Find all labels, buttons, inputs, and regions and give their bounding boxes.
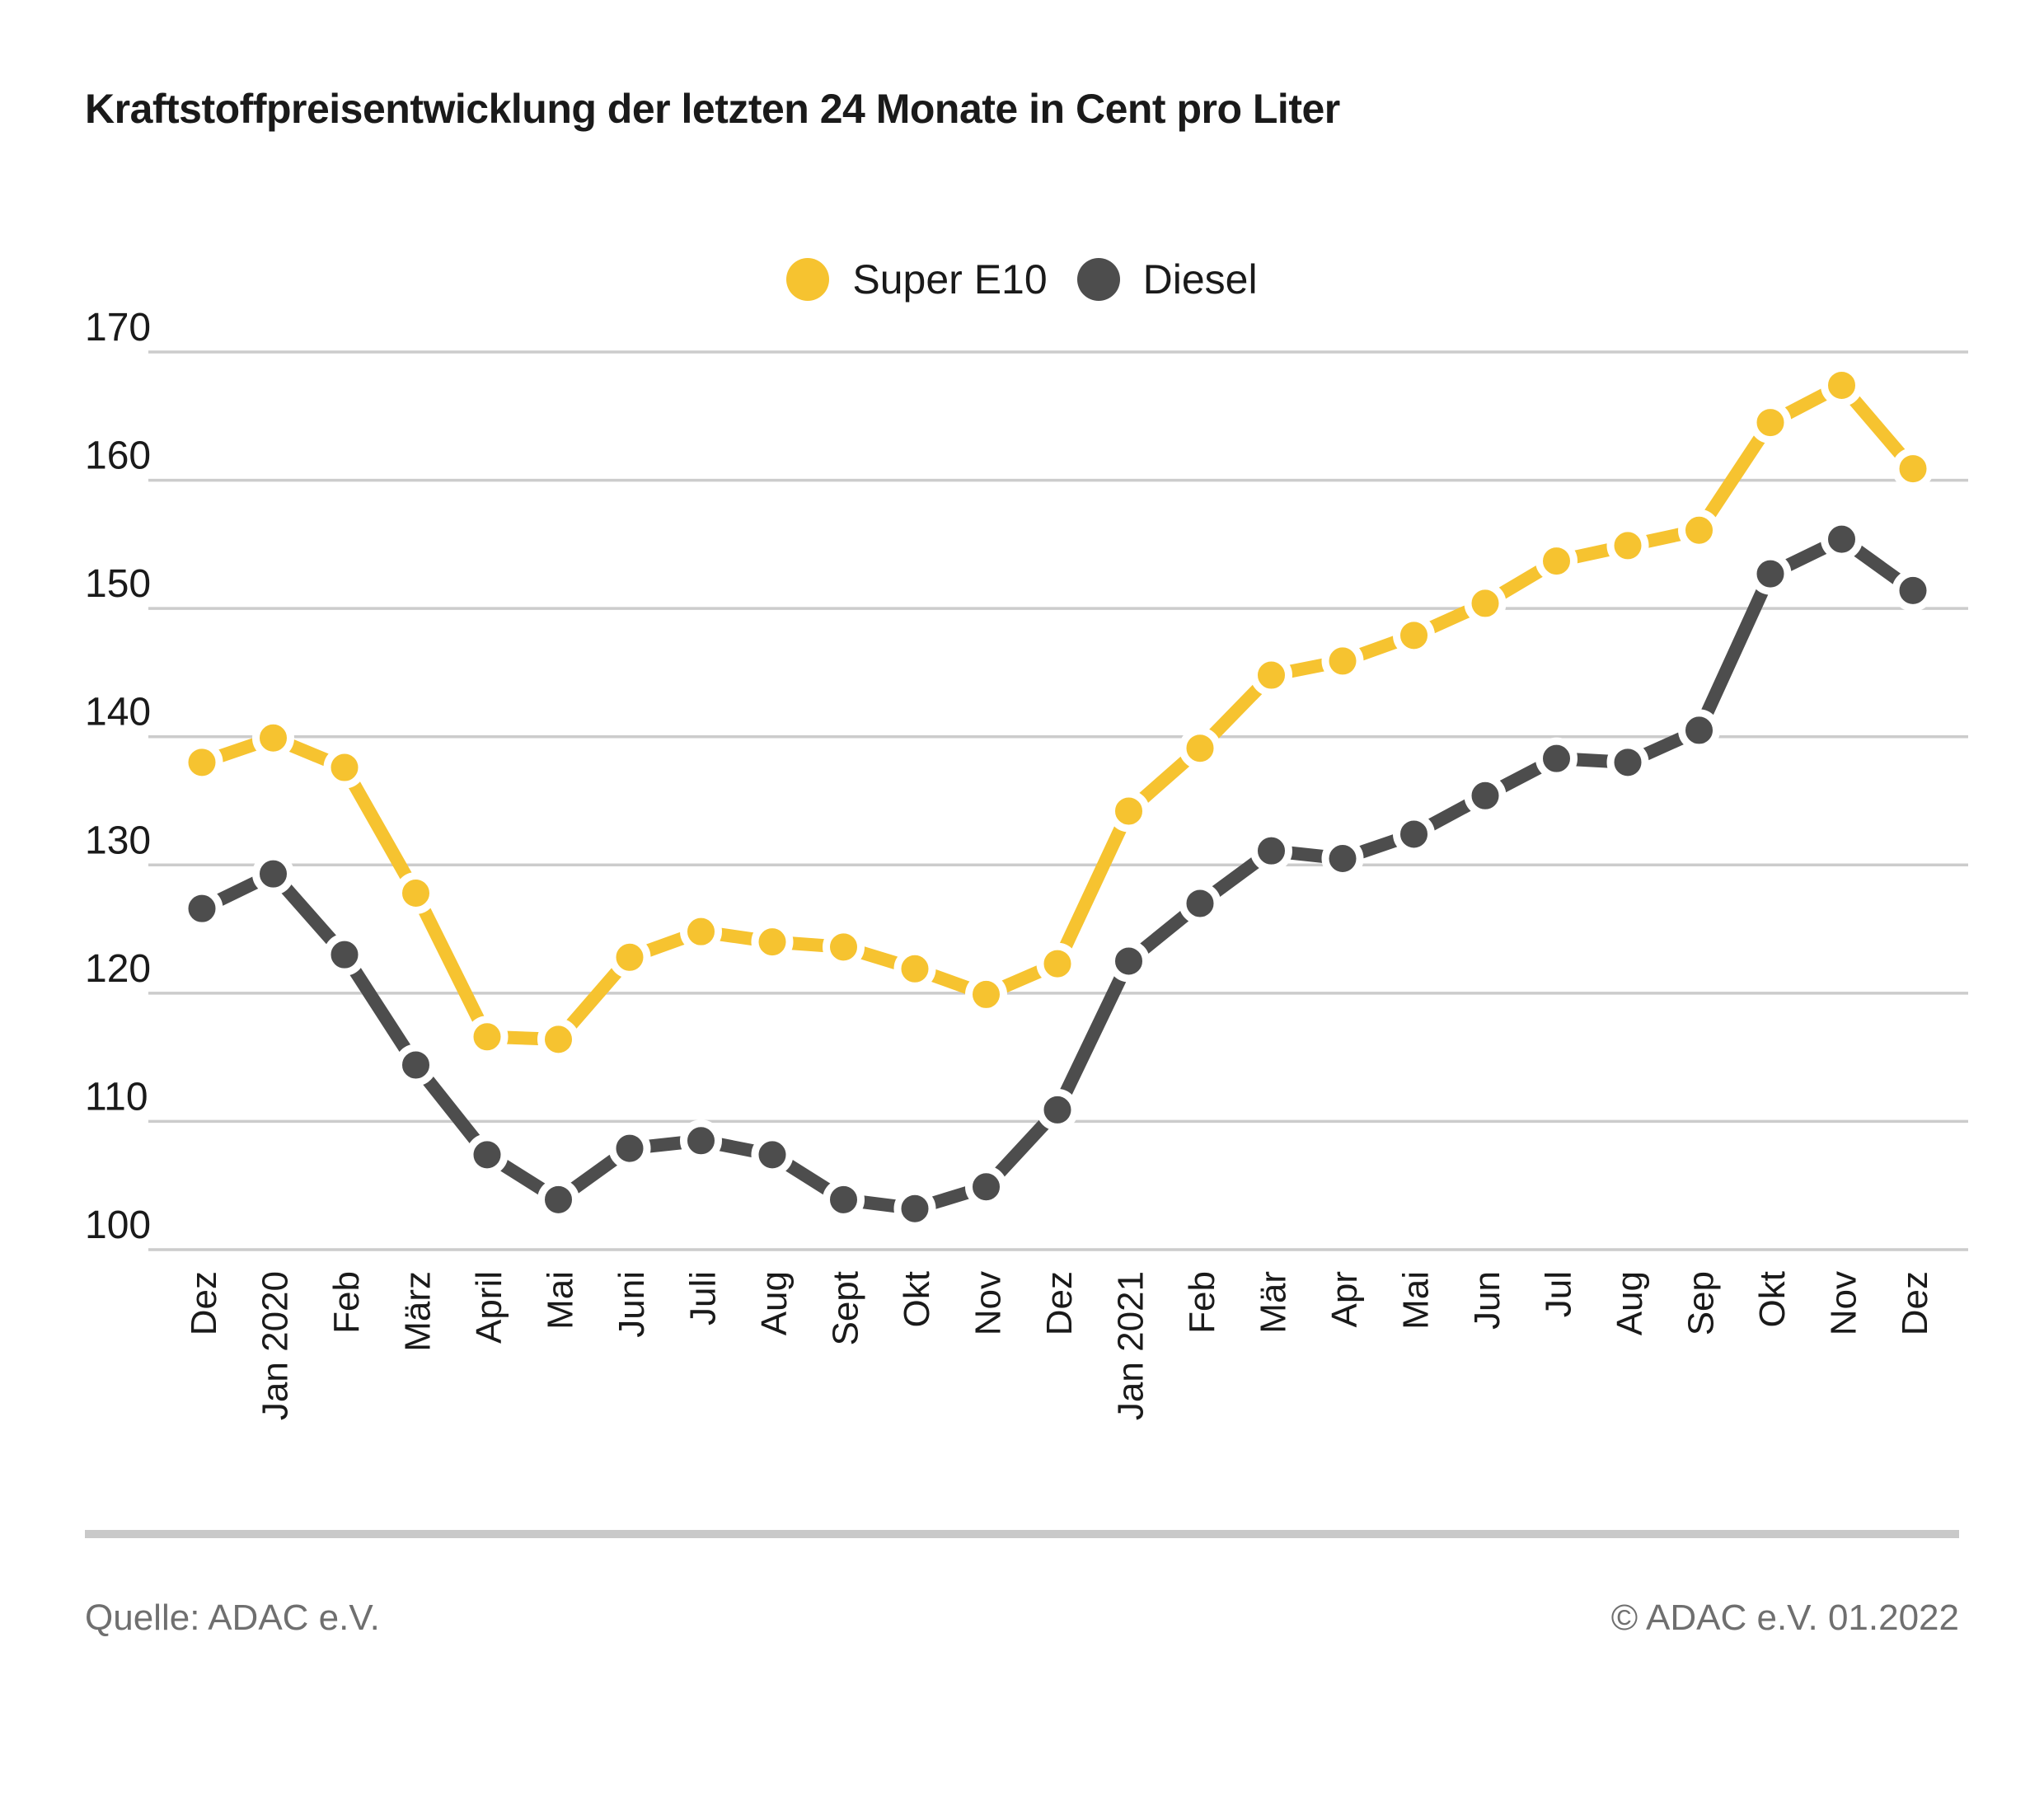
y-axis-label-100: 100	[85, 1203, 151, 1247]
data-point-diesel-7	[680, 1119, 722, 1162]
y-axis-label-110: 110	[85, 1075, 148, 1119]
x-axis-label-feb: Feb	[326, 1271, 367, 1334]
data-point-super-e10-3	[395, 872, 437, 915]
data-point-diesel-4	[466, 1133, 509, 1176]
data-point-super-e10-15	[1250, 654, 1292, 697]
data-point-diesel-20	[1606, 741, 1649, 784]
data-point-diesel-2	[323, 933, 366, 976]
y-axis-label-140: 140	[85, 691, 151, 734]
x-axis-label-dez: Dez	[1895, 1271, 1935, 1335]
y-axis-label-160: 160	[85, 434, 151, 478]
legend-label-diesel: Diesel	[1142, 256, 1258, 303]
super-e10-dot-icon	[786, 258, 830, 301]
x-axis-label-juni: Juni	[612, 1271, 652, 1338]
data-point-diesel-15	[1250, 829, 1292, 872]
data-point-diesel-9	[823, 1178, 865, 1221]
x-axis-label-apr: Apr	[1324, 1271, 1365, 1327]
chart-legend: Super E10 Diesel	[0, 256, 2044, 303]
data-point-super-e10-12	[1036, 942, 1079, 985]
series-line-super-e10	[195, 378, 1920, 1046]
x-axis-label-juli: Juli	[683, 1271, 724, 1325]
data-point-diesel-22	[1749, 552, 1792, 595]
data-point-super-e10-2	[323, 746, 366, 789]
data-point-diesel-21	[1678, 709, 1720, 752]
data-point-diesel-23	[1821, 518, 1863, 561]
data-point-super-e10-5	[537, 1018, 579, 1061]
x-axis-label-mai: Mai	[541, 1271, 581, 1330]
data-point-diesel-16	[1321, 838, 1364, 880]
x-axis-label-mai: Mai	[1396, 1271, 1437, 1330]
x-axis-label-mär: Mär	[1254, 1271, 1294, 1334]
x-axis-label-aug: Aug	[754, 1271, 795, 1335]
data-point-super-e10-14	[1179, 727, 1221, 770]
data-point-diesel-17	[1393, 813, 1435, 856]
x-axis-label-okt: Okt	[897, 1271, 937, 1327]
data-point-super-e10-1	[252, 716, 294, 759]
data-point-super-e10-7	[680, 910, 722, 953]
data-point-super-e10-10	[893, 947, 936, 990]
data-point-diesel-12	[1036, 1088, 1079, 1131]
data-point-diesel-6	[608, 1127, 651, 1170]
data-point-super-e10-19	[1535, 540, 1578, 583]
legend-label-super-e10: Super E10	[852, 256, 1048, 303]
x-axis-label-okt: Okt	[1752, 1271, 1793, 1327]
x-axis-label-nov: Nov	[968, 1271, 1009, 1335]
data-point-diesel-19	[1535, 737, 1578, 780]
data-point-super-e10-24	[1892, 448, 1934, 490]
data-point-diesel-5	[537, 1178, 579, 1221]
x-axis-label-sept: Sept	[826, 1271, 866, 1346]
x-axis-label-aug: Aug	[1610, 1271, 1650, 1335]
data-point-diesel-0	[180, 887, 223, 930]
source-note: Quelle: ADAC e.V.	[85, 1598, 380, 1638]
copyright-note: © ADAC e.V. 01.2022	[1610, 1598, 1959, 1638]
data-point-super-e10-22	[1749, 401, 1792, 444]
x-axis-label-märz: März	[398, 1271, 438, 1352]
data-point-diesel-14	[1179, 882, 1221, 925]
x-axis-label-nov: Nov	[1824, 1271, 1864, 1335]
x-axis-label-april: April	[469, 1271, 509, 1344]
data-point-diesel-8	[751, 1133, 794, 1176]
x-axis-label-jul: Jul	[1539, 1271, 1579, 1317]
data-point-super-e10-11	[965, 973, 1007, 1016]
chart-title: Kraftstoffpreisentwicklung der letzten 2…	[85, 86, 1340, 132]
data-point-diesel-18	[1464, 774, 1507, 817]
data-point-super-e10-20	[1606, 524, 1649, 567]
footer-divider	[85, 1530, 1959, 1538]
x-axis-label-jun: Jun	[1467, 1271, 1507, 1330]
x-axis-label-dez: Dez	[1039, 1271, 1080, 1335]
data-point-super-e10-0	[180, 741, 223, 784]
data-point-diesel-1	[252, 852, 294, 895]
y-axis-label-130: 130	[85, 819, 151, 862]
x-axis-label-dez: Dez	[184, 1271, 224, 1335]
x-axis-label-sep: Sep	[1681, 1271, 1722, 1335]
data-point-super-e10-4	[466, 1016, 509, 1058]
data-point-super-e10-23	[1821, 364, 1863, 406]
data-point-super-e10-9	[823, 926, 865, 969]
diesel-dot-icon	[1076, 258, 1120, 301]
data-point-super-e10-8	[751, 921, 794, 964]
data-point-super-e10-6	[608, 936, 651, 978]
data-point-super-e10-18	[1464, 582, 1507, 625]
data-point-super-e10-17	[1393, 614, 1435, 657]
legend-item-diesel: Diesel	[1076, 256, 1258, 303]
y-axis-label-120: 120	[85, 947, 151, 991]
data-point-diesel-13	[1108, 940, 1150, 983]
data-point-super-e10-16	[1321, 640, 1364, 683]
data-point-super-e10-13	[1108, 790, 1150, 833]
data-point-diesel-24	[1892, 569, 1934, 612]
legend-item-super-e10: Super E10	[786, 256, 1048, 303]
data-point-diesel-3	[395, 1044, 437, 1086]
x-axis-label-feb: Feb	[1182, 1271, 1222, 1334]
data-point-diesel-10	[893, 1187, 936, 1230]
x-axis-label-jan-2020: Jan 2020	[256, 1271, 296, 1420]
data-point-super-e10-21	[1678, 509, 1720, 551]
y-axis-label-150: 150	[85, 562, 151, 606]
data-point-diesel-11	[965, 1166, 1007, 1208]
y-axis-label-170: 170	[85, 306, 151, 350]
x-axis-label-jan-2021: Jan 2021	[1111, 1271, 1151, 1420]
